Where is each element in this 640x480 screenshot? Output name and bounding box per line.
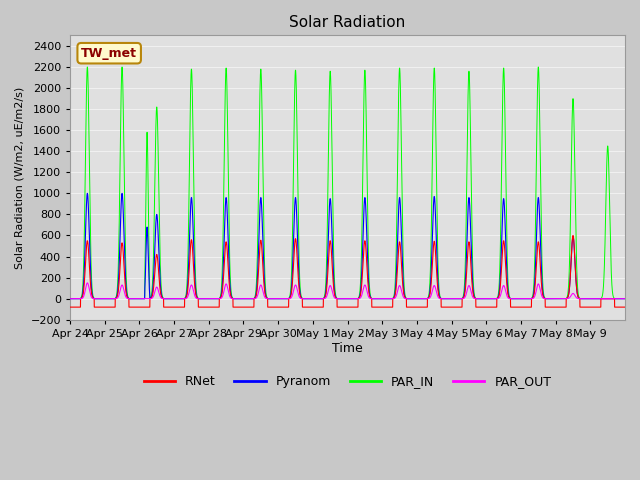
Text: TW_met: TW_met [81, 47, 137, 60]
Title: Solar Radiation: Solar Radiation [289, 15, 406, 30]
X-axis label: Time: Time [332, 342, 363, 355]
Legend: RNet, Pyranom, PAR_IN, PAR_OUT: RNet, Pyranom, PAR_IN, PAR_OUT [139, 370, 556, 393]
Y-axis label: Solar Radiation (W/m2, uE/m2/s): Solar Radiation (W/m2, uE/m2/s) [15, 86, 25, 269]
